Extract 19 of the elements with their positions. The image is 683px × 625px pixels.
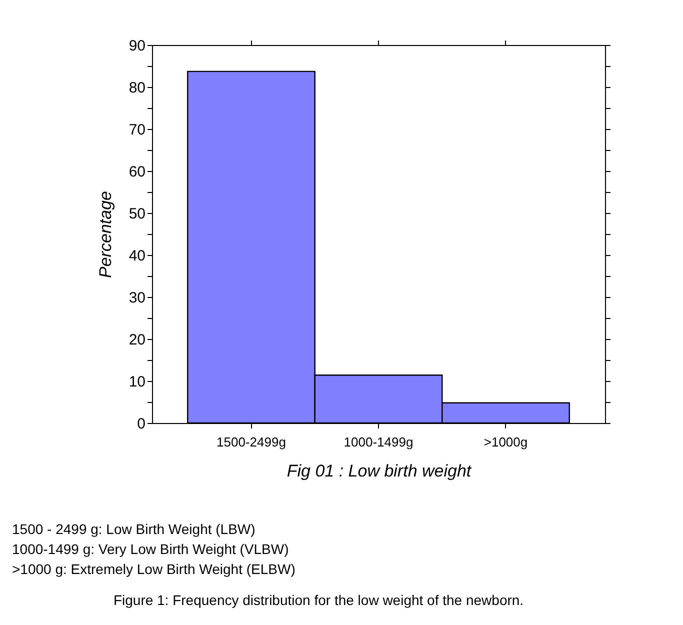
y-tick-label: 60	[128, 164, 146, 180]
x-tick-label: >1000g	[484, 434, 528, 450]
y-tick-label: 50	[128, 206, 146, 222]
y-tick-label: 30	[128, 290, 146, 306]
y-tick-label: 10	[128, 374, 146, 390]
x-tick-label: 1500-2499g	[216, 434, 286, 450]
x-tick-label: 1000-1499g	[344, 434, 414, 450]
y-tick-label: 70	[128, 122, 146, 138]
text: 1000-1499 g: Very Low Birth Weight (VLBW)	[12, 541, 289, 557]
x-axis-title: Fig 01 : Low birth weight	[286, 462, 472, 480]
y-tick-label: 0	[137, 416, 146, 432]
y-tick-label: 20	[128, 332, 146, 348]
y-tick-label: 90	[128, 38, 146, 54]
text: >1000 g: Extremely Low Birth Weight (ELBW)	[12, 561, 296, 577]
text: 1500 - 2499 g: Low Birth Weight (LBW)	[12, 521, 256, 537]
y-tick-label: 80	[128, 80, 146, 96]
caption: Figure 1: Frequency distribution for the low weight of the newborn.	[113, 592, 524, 608]
y-tick-label: 40	[128, 248, 146, 264]
y-axis-title: Percentage	[96, 191, 115, 278]
